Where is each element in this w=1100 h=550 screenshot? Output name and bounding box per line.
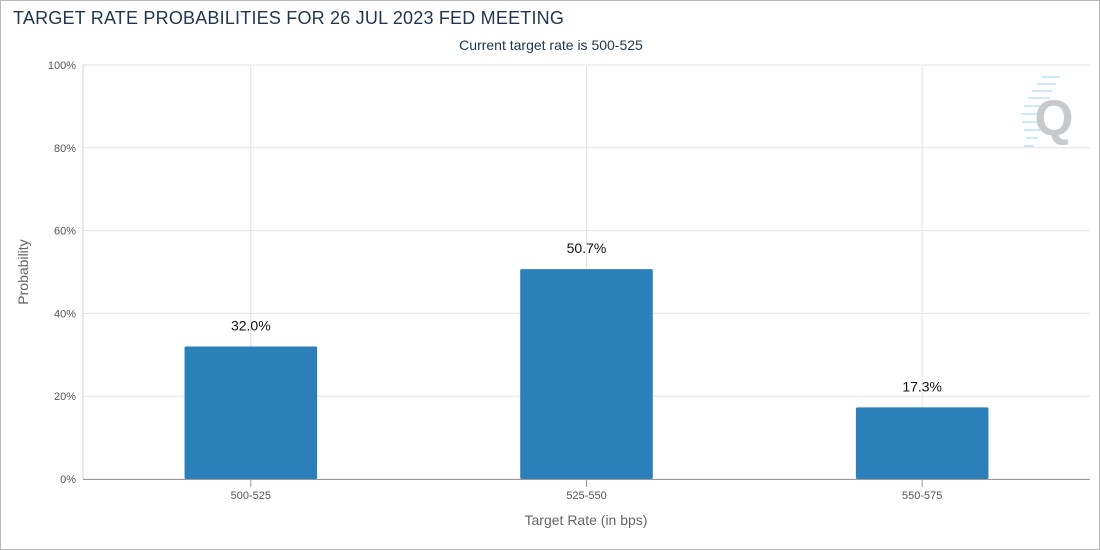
y-tick-label: 0% [60, 474, 76, 486]
y-tick-label: 100% [48, 60, 76, 72]
data-label: 32.0% [231, 318, 271, 334]
x-tick-label: 500-525 [231, 490, 271, 502]
chart-subtitle: Current target rate is 500-525 [459, 37, 643, 53]
y-tick-label: 20% [54, 391, 76, 403]
x-axis-label: Target Rate (in bps) [525, 512, 648, 528]
y-axis-label: Probability [15, 239, 31, 304]
q-logo-icon: Q [1021, 76, 1074, 147]
bars [184, 269, 989, 479]
x-tick-label: 550-575 [902, 490, 942, 502]
y-axis-ticks: 0% 20% 40% 60% 80% 100% [48, 60, 76, 486]
y-tick-label: 40% [54, 308, 76, 320]
bar[interactable] [520, 269, 653, 479]
bar[interactable] [184, 346, 318, 479]
bar[interactable] [855, 407, 989, 479]
data-labels: 32.0% 50.7% 17.3% [231, 240, 942, 394]
y-tick-label: 60% [54, 226, 76, 238]
svg-text:Q: Q [1035, 90, 1074, 146]
chart-title: TARGET RATE PROBABILITIES FOR 26 JUL 202… [13, 8, 565, 28]
data-label: 17.3% [902, 378, 942, 394]
x-tick-label: 525-550 [566, 490, 606, 502]
data-label: 50.7% [567, 240, 607, 256]
x-axis-ticks: 500-525 525-550 550-575 [231, 479, 942, 502]
y-tick-label: 80% [54, 143, 76, 155]
